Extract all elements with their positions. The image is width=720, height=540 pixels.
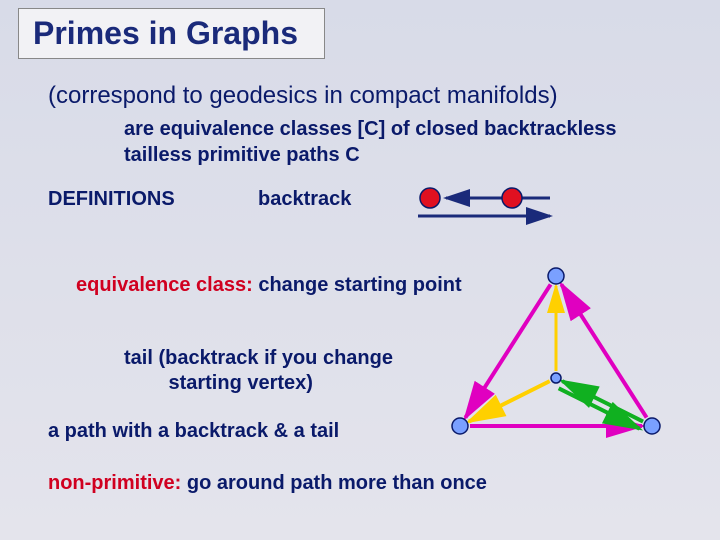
path-backtrack-line: a path with a backtrack & a tail	[48, 420, 339, 443]
equivalence-prefix: equivalence class:	[76, 274, 253, 296]
tail-line1: tail (backtrack if you change	[124, 347, 393, 369]
subtitle: (correspond to geodesics in compact mani…	[48, 82, 558, 110]
nonprimitive-rest: go around path more than once	[181, 472, 487, 494]
description-line2: tailless primitive paths C	[124, 144, 360, 166]
nonprimitive-prefix: non-primitive:	[48, 472, 181, 494]
description-line1: are equivalence classes [C] of closed ba…	[124, 118, 617, 140]
page-title: Primes in Graphs	[33, 15, 298, 51]
equivalence-line: equivalence class: change starting point	[76, 274, 462, 297]
nonprimitive-line: non-primitive: go around path more than …	[48, 472, 487, 495]
backtrack-label: backtrack	[258, 188, 351, 211]
description: are equivalence classes [C] of closed ba…	[124, 116, 617, 168]
equivalence-rest: change starting point	[253, 274, 462, 296]
title-box: Primes in Graphs	[18, 8, 325, 59]
backtrack-diagram	[400, 180, 580, 230]
triangle-diagram	[436, 258, 676, 448]
tail-line: tail (backtrack if you change starting v…	[124, 346, 393, 396]
subtitle-text: (correspond to geodesics in compact mani…	[48, 82, 558, 109]
tail-line2: starting vertex)	[168, 372, 313, 394]
definitions-label: DEFINITIONS	[48, 188, 175, 211]
